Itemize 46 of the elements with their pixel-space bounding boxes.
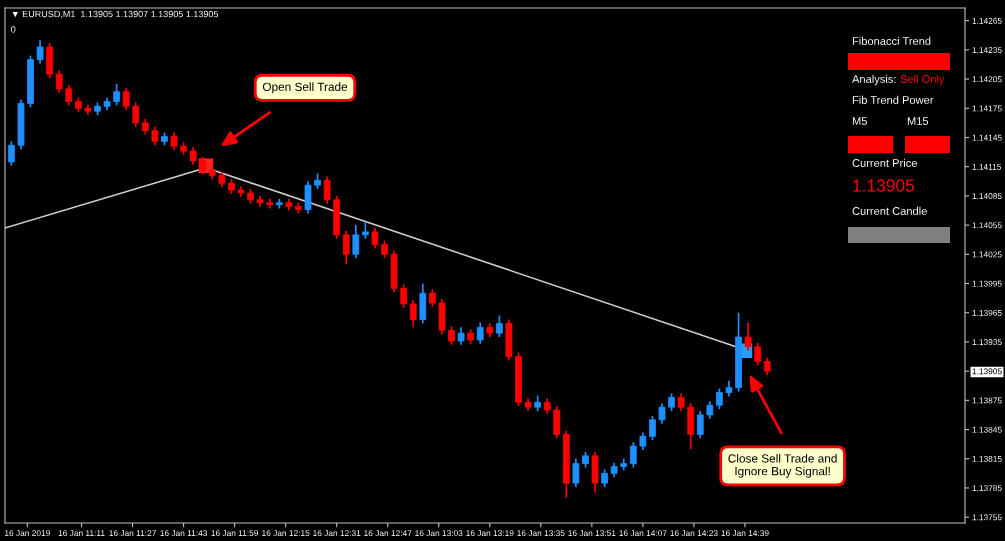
x-tick-label: 16 Jan 11:43: [160, 530, 208, 537]
annotation: Close Sell Trade and Ignore Buy Signal!: [728, 453, 837, 478]
y-tick-label: 1.13905: [972, 368, 1002, 375]
annotation: Analysis:: [852, 74, 896, 86]
y-tick-label: 1.13935: [972, 339, 1002, 346]
annotation: Sell Only: [900, 74, 945, 86]
x-tick-label: 16 Jan 11:59: [211, 530, 259, 537]
y-tick-label: 1.14025: [972, 251, 1002, 258]
y-tick-label: 1.13815: [972, 455, 1002, 462]
y-tick-label: 1.13785: [972, 485, 1002, 492]
y-tick-label: 1.14055: [972, 222, 1002, 229]
x-tick-label: 16 Jan 2019: [5, 530, 50, 537]
annotation: Current Candle: [852, 206, 927, 215]
annotation: 0: [11, 26, 16, 33]
y-tick-label: 1.13965: [972, 309, 1002, 316]
x-tick-label: 16 Jan 12:15: [262, 530, 310, 537]
annotation: Open Sell Trade: [262, 82, 348, 94]
y-tick-label: 1.13755: [972, 514, 1002, 521]
y-tick-label: 1.13845: [972, 426, 1002, 433]
x-tick-label: 16 Jan 12:31: [313, 530, 361, 537]
chart-title: ▼ EURUSD,M1 1.13905 1.13907 1.13905 1.13905: [12, 10, 219, 19]
annotation: Fib Trend Power: [852, 95, 934, 104]
x-tick-label: 16 Jan 13:51: [568, 530, 616, 537]
annotation: M5: [852, 117, 867, 125]
y-tick-label: 1.14235: [972, 47, 1002, 53]
y-tick-label: 1.13875: [972, 397, 1002, 404]
x-tick-label: 16 Jan 13:35: [517, 530, 565, 537]
annotation: M15: [907, 117, 929, 125]
annotation: 1.13905: [853, 179, 915, 192]
y-tick-label: 1.14205: [972, 76, 1002, 83]
x-tick-label: 16 Jan 14:23: [670, 530, 718, 537]
y-tick-label: 1.14175: [972, 105, 1002, 112]
y-tick-label: 1.14145: [972, 134, 1002, 141]
annotation: Fibonacci Trend: [852, 36, 931, 45]
x-tick-label: 16 Jan 14:39: [721, 530, 769, 537]
x-tick-label: 16 Jan 12:47: [364, 530, 412, 537]
y-tick-label: 1.14115: [972, 163, 1002, 170]
x-tick-label: 16 Jan 13:19: [466, 530, 514, 537]
y-tick-label: 1.14085: [972, 193, 1002, 199]
y-tick-label: 1.13995: [972, 280, 1002, 287]
x-tick-label: 16 Jan 11:11: [58, 530, 105, 537]
annotation: Current Price: [852, 158, 917, 167]
y-tick-label: 1.14265: [972, 17, 1002, 24]
x-tick-label: 16 Jan 14:07: [619, 530, 667, 537]
x-tick-label: 16 Jan 13:03: [415, 530, 463, 537]
x-tick-label: 16 Jan 11:27: [109, 530, 156, 537]
